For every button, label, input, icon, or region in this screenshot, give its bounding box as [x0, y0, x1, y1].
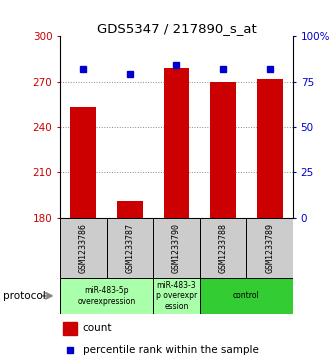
- Text: miR-483-3
p overexpr
ession: miR-483-3 p overexpr ession: [156, 281, 197, 311]
- Text: GSM1233786: GSM1233786: [79, 223, 88, 273]
- Bar: [210, 82, 236, 218]
- Bar: [246, 218, 293, 278]
- Bar: [60, 278, 153, 314]
- Text: GSM1233788: GSM1233788: [218, 223, 228, 273]
- Bar: [60, 218, 107, 278]
- Text: control: control: [233, 291, 260, 300]
- Bar: [63, 322, 77, 335]
- Bar: [200, 218, 246, 278]
- Bar: [71, 107, 96, 218]
- Text: percentile rank within the sample: percentile rank within the sample: [83, 345, 258, 355]
- Text: protocol: protocol: [3, 291, 46, 301]
- Bar: [257, 79, 282, 218]
- Text: GSM1233787: GSM1233787: [125, 223, 135, 273]
- Text: count: count: [83, 323, 112, 334]
- Bar: [200, 278, 293, 314]
- Text: miR-483-5p
overexpression: miR-483-5p overexpression: [78, 286, 136, 306]
- Text: GSM1233789: GSM1233789: [265, 223, 274, 273]
- Bar: [153, 218, 200, 278]
- Bar: [164, 68, 189, 218]
- Title: GDS5347 / 217890_s_at: GDS5347 / 217890_s_at: [97, 22, 256, 35]
- Bar: [117, 201, 143, 218]
- Bar: [153, 278, 200, 314]
- Bar: [107, 218, 153, 278]
- Text: GSM1233790: GSM1233790: [172, 223, 181, 273]
